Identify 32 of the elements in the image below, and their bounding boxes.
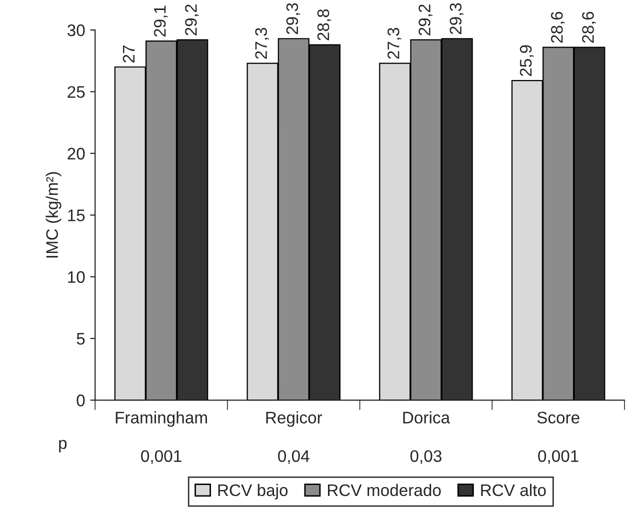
text: 0,001 — [141, 450, 182, 464]
data-label: 29,2 — [185, 4, 199, 36]
x-tick-label: Score — [537, 412, 580, 424]
text: 0,001 — [538, 450, 578, 464]
legend-label: RCV bajo — [218, 484, 288, 500]
data-label: 28,6 — [550, 12, 565, 43]
legend-label: RCV alto — [481, 484, 546, 496]
x-tick-label: Regicor — [266, 411, 322, 427]
data-label: 25,9 — [520, 45, 534, 76]
x-tick-label: Framingham — [116, 411, 207, 427]
x-tick-label: Dorica — [403, 411, 450, 424]
data-label: 27 — [122, 46, 134, 62]
y-tick-label: 30 — [67, 24, 85, 36]
text: 0,03 — [410, 450, 442, 464]
data-label: 29,3 — [286, 3, 300, 34]
y-tick-label: 25 — [68, 86, 85, 98]
legend-label: RCV moderado — [328, 484, 441, 496]
data-label: 29,1 — [154, 6, 168, 37]
data-label: 29,3 — [450, 3, 464, 34]
y-tick-label: 20 — [68, 148, 85, 160]
data-label: 27,3 — [255, 28, 269, 59]
data-label: 27,3 — [388, 28, 402, 59]
data-label: 28,8 — [317, 9, 332, 40]
y-axis-title: IMC (kg/m²) — [46, 172, 62, 258]
y-tick-label: 15 — [68, 210, 85, 222]
y-tick-label: 10 — [68, 271, 85, 283]
y-tick-label: 0 — [76, 394, 85, 406]
data-label: 28,6 — [582, 12, 596, 43]
data-label: 29,2 — [418, 4, 432, 36]
text: 0,04 — [278, 450, 310, 464]
y-tick-label: 5 — [76, 333, 85, 345]
text: p — [59, 440, 67, 452]
